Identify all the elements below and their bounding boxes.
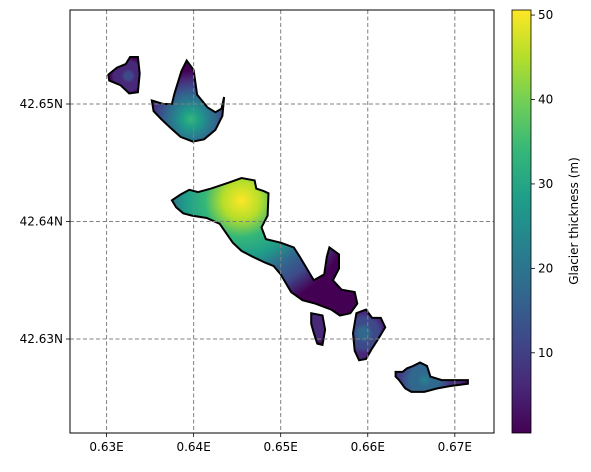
x-tick-label: 0.63E (89, 440, 123, 454)
colorbar-tick-label: 30 (538, 177, 553, 191)
x-axis: 0.63E 0.64E 0.65E 0.66E 0.67E (89, 433, 472, 454)
x-tick-label: 0.65E (264, 440, 298, 454)
x-tick-label: 0.67E (438, 440, 472, 454)
glacier-g2 (150, 58, 226, 143)
colorbar-tick-label: 50 (538, 8, 553, 22)
map-plot-area (69, 9, 495, 434)
grid-lines (70, 10, 494, 433)
x-tick-label: 0.64E (176, 440, 210, 454)
glacier-layer (107, 56, 469, 393)
y-tick-label: 42.64N (20, 215, 63, 229)
colorbar-ticks: 10 20 30 40 50 (531, 8, 553, 360)
x-tick-label: 0.66E (351, 440, 385, 454)
y-tick-label: 42.65N (20, 97, 63, 111)
y-axis: 42.63N 42.64N 42.65N (20, 97, 70, 346)
colorbar-label: Glacier thickness (m) (567, 157, 581, 285)
colorbar: 10 20 30 40 50 Glacier thickness (m) (511, 8, 581, 434)
glacier-g1 (107, 56, 141, 95)
colorbar-gradient (511, 9, 532, 434)
colorbar-tick-label: 40 (538, 92, 553, 106)
glacier-g3 (170, 176, 359, 317)
colorbar-tick-label: 10 (538, 346, 553, 360)
glacier-g4 (310, 311, 327, 347)
glacier-g6 (394, 361, 469, 393)
glacier-g5 (351, 308, 387, 362)
colorbar-tick-label: 20 (538, 261, 553, 275)
y-tick-label: 42.63N (20, 332, 63, 346)
